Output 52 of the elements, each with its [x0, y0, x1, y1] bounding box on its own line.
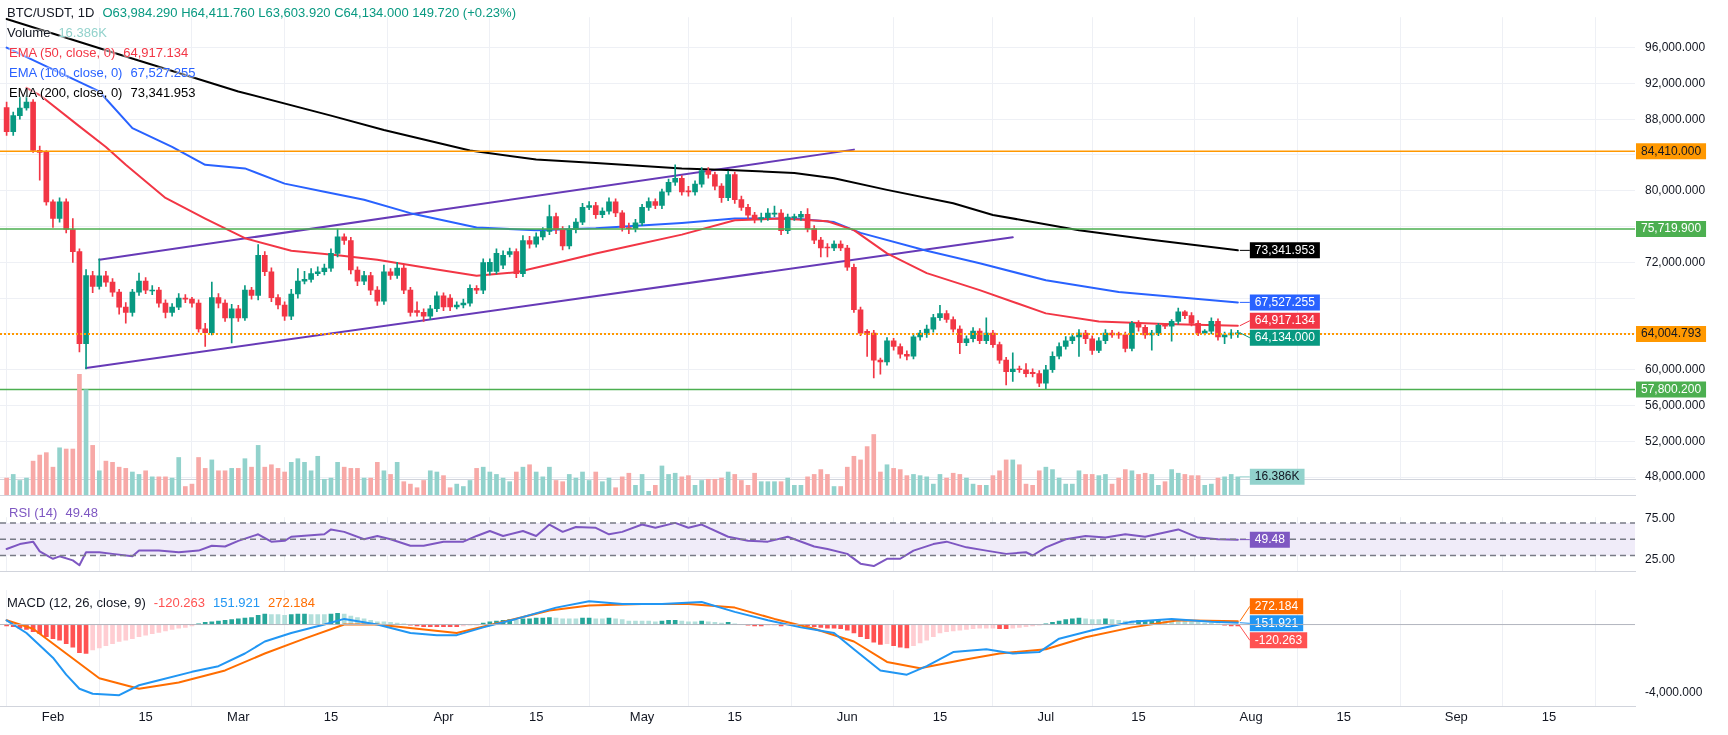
y-tick-label: 80,000.000: [1645, 183, 1706, 198]
x-tick-label: Aug: [1239, 708, 1263, 724]
y-tick-label: 52,000.000: [1645, 433, 1706, 448]
chart-title: BTC/USDT, 1D: [7, 5, 95, 20]
x-tick-label: Sep: [1444, 708, 1468, 724]
x-tick-label: 15: [1336, 708, 1351, 724]
x-tick-label: Jul: [1037, 708, 1055, 724]
text: 64,917.134: [123, 45, 189, 60]
x-tick-label: Jun: [836, 708, 858, 724]
ref-line-label: 64,004.793: [1641, 326, 1702, 341]
x-tick-label: 15: [932, 708, 948, 724]
ref-line-label: 57,800.200: [1641, 381, 1702, 396]
y-tick-label: 56,000.000: [1645, 397, 1706, 412]
y-tick-label: 72,000.000: [1645, 254, 1706, 269]
x-tick-label: 15: [727, 708, 742, 724]
x-tick-label: 15: [1131, 708, 1146, 724]
y-tick-label: 75.00: [1645, 511, 1676, 526]
text: 49.48: [65, 505, 98, 520]
y-tick-label: 48,000.000: [1645, 469, 1706, 484]
chart-title: Volume: [7, 25, 51, 40]
y-tick-label: 25.00: [1645, 551, 1676, 566]
ref-line-label: 75,719.900: [1641, 221, 1702, 236]
annotation: 67,527.255: [1254, 294, 1316, 309]
x-tick-label: 15: [528, 708, 544, 724]
ref-line-label: 84,410.000: [1641, 143, 1702, 158]
text: 151.921: [213, 595, 261, 610]
x-tick-label: May: [629, 708, 655, 724]
text: RSI (14): [9, 505, 58, 520]
x-tick-label: 15: [1541, 708, 1557, 724]
annotation: 272.184: [1254, 598, 1299, 613]
text: -120.263: [153, 595, 206, 610]
y-tick-label: 96,000.000: [1645, 39, 1706, 54]
x-tick-label: Feb: [41, 708, 65, 724]
y-tick-label: 92,000.000: [1645, 75, 1706, 90]
x-tick-label: 15: [138, 708, 153, 724]
annotation: 49.48: [1254, 531, 1286, 546]
annotation: -120.263: [1254, 632, 1303, 647]
x-tick-label: Mar: [227, 708, 251, 724]
annotation: 73,341.953: [1254, 242, 1316, 257]
annotation: O63,984.290 H64,411.760 L63,603.920 C64,134.000 149.720 (+0.23%): [102, 5, 516, 20]
y-tick-label: 88,000.000: [1645, 111, 1706, 126]
annotation: 16.386K: [1254, 469, 1300, 484]
text: 272.184: [268, 595, 316, 610]
text: 73,341.953: [130, 85, 196, 100]
x-tick-label: 15: [323, 708, 339, 724]
chart-title: MACD (12, 26, close, 9): [7, 595, 146, 610]
annotation: 64,917.134: [1254, 313, 1316, 328]
y-tick-label: 60,000.000: [1645, 362, 1706, 377]
text: 16.386K: [58, 25, 107, 40]
x-tick-label: Apr: [433, 708, 455, 724]
text: -4,000.000: [1645, 684, 1703, 699]
annotation: 64,134.000: [1254, 330, 1316, 345]
